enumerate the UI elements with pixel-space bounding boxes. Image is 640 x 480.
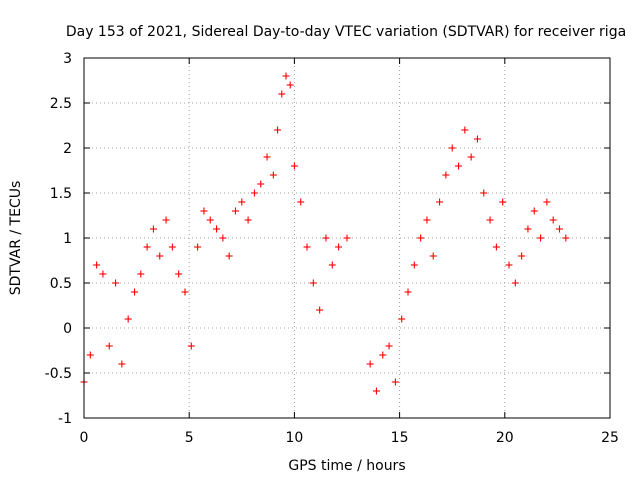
data-point: [290, 162, 298, 170]
data-point: [524, 225, 532, 233]
y-tick-label: 2.5: [50, 96, 72, 112]
data-point: [269, 171, 277, 179]
data-point: [93, 261, 101, 269]
data-point: [549, 216, 557, 224]
data-point: [309, 279, 317, 287]
data-point: [391, 378, 399, 386]
data-point: [278, 90, 286, 98]
data-point: [231, 207, 239, 215]
data-point: [530, 207, 538, 215]
data-point: [187, 342, 195, 350]
x-tick-label: 15: [391, 430, 409, 446]
x-tick-label: 20: [496, 430, 514, 446]
data-point: [124, 315, 132, 323]
y-tick-label: 1.5: [50, 186, 72, 202]
data-point: [194, 243, 202, 251]
x-tick-label: 5: [185, 430, 194, 446]
data-point: [543, 198, 551, 206]
chart-title: Day 153 of 2021, Sidereal Day-to-day VTE…: [66, 24, 626, 40]
data-point: [366, 360, 374, 368]
data-point: [118, 360, 126, 368]
data-point: [181, 288, 189, 296]
data-point: [372, 387, 380, 395]
y-tick-label: 0.5: [50, 276, 72, 292]
data-point: [398, 315, 406, 323]
data-point: [518, 252, 526, 260]
data-point: [410, 261, 418, 269]
data-point: [448, 144, 456, 152]
data-point: [149, 225, 157, 233]
data-point: [286, 81, 294, 89]
data-point: [213, 225, 221, 233]
y-tick-label: -0.5: [45, 366, 72, 382]
data-point: [505, 261, 513, 269]
y-tick-label: 2: [63, 141, 72, 157]
data-point: [442, 171, 450, 179]
data-point: [168, 243, 176, 251]
data-point: [297, 198, 305, 206]
data-point: [86, 351, 94, 359]
x-axis-label: GPS time / hours: [288, 458, 405, 474]
data-point: [274, 126, 282, 134]
data-point: [379, 351, 387, 359]
data-points: [80, 72, 570, 395]
data-point: [455, 162, 463, 170]
data-point: [499, 198, 507, 206]
data-point: [105, 342, 113, 350]
x-tick-label: 10: [285, 430, 303, 446]
data-point: [303, 243, 311, 251]
grid-lines: [84, 58, 610, 418]
data-point: [112, 279, 120, 287]
data-point: [556, 225, 564, 233]
data-point: [250, 189, 258, 197]
data-point: [480, 189, 488, 197]
data-point: [423, 216, 431, 224]
data-point: [404, 288, 412, 296]
y-tick-label: 3: [63, 51, 72, 67]
data-point: [162, 216, 170, 224]
data-point: [99, 270, 107, 278]
data-point: [417, 234, 425, 242]
data-point: [511, 279, 519, 287]
axis-ticks: 0 5 10 15 20 25 -1 -0.5 0 0.5 1 1.5 2 2.5 3: [45, 51, 619, 446]
data-point: [467, 153, 475, 161]
data-point: [461, 126, 469, 134]
y-tick-label: 0: [63, 321, 72, 337]
data-point: [385, 342, 393, 350]
data-point: [436, 198, 444, 206]
data-point: [328, 261, 336, 269]
data-point: [263, 153, 271, 161]
data-point: [486, 216, 494, 224]
data-point: [219, 234, 227, 242]
data-point: [200, 207, 208, 215]
data-point: [137, 270, 145, 278]
data-point: [473, 135, 481, 143]
data-point: [316, 306, 324, 314]
x-tick-label: 0: [80, 430, 89, 446]
data-point: [322, 234, 330, 242]
data-point: [492, 243, 500, 251]
y-tick-label: -1: [58, 411, 72, 427]
x-tick-label: 25: [601, 430, 619, 446]
y-axis-label: SDTVAR / TECUs: [8, 181, 24, 296]
data-point: [238, 198, 246, 206]
data-point: [537, 234, 545, 242]
data-point: [225, 252, 233, 260]
data-point: [343, 234, 351, 242]
data-point: [143, 243, 151, 251]
data-point: [257, 180, 265, 188]
data-point: [335, 243, 343, 251]
data-point: [562, 234, 570, 242]
data-point: [282, 72, 290, 80]
data-point: [244, 216, 252, 224]
data-point: [156, 252, 164, 260]
data-point: [175, 270, 183, 278]
y-tick-label: 1: [63, 231, 72, 247]
data-point: [130, 288, 138, 296]
data-point: [206, 216, 214, 224]
data-point: [429, 252, 437, 260]
